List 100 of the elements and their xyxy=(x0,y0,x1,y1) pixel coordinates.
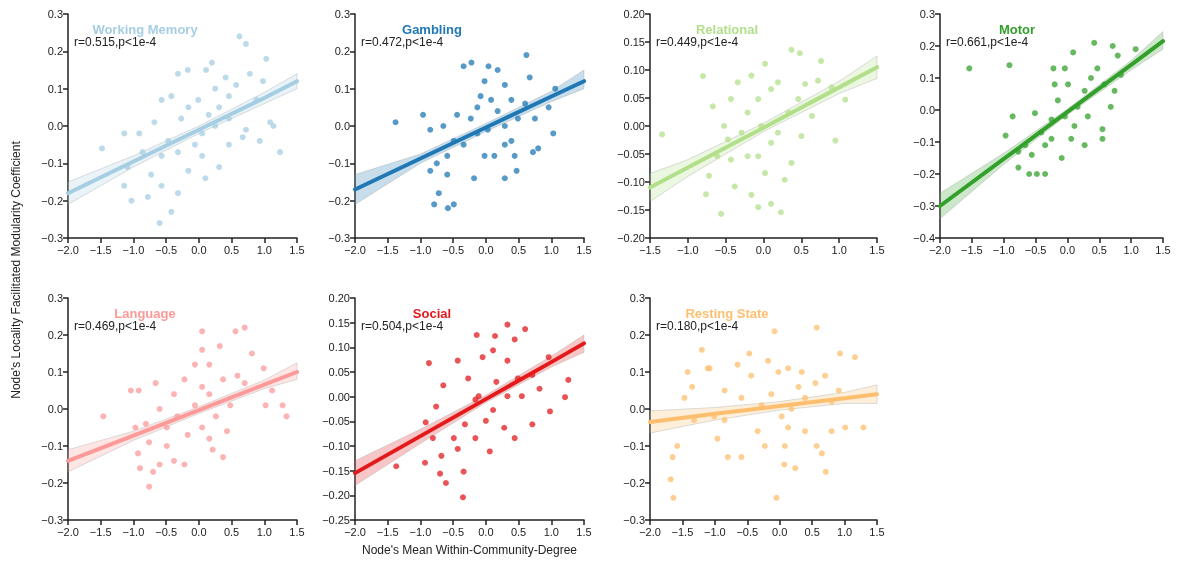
y-tick-label: −0.2 xyxy=(41,194,63,207)
y-tick-label: −0.10 xyxy=(617,176,645,188)
y-tick-label: −0.1 xyxy=(623,440,645,452)
y-tick-label: 0.20 xyxy=(623,8,645,20)
text: Motor xyxy=(998,22,1036,37)
x-tick-label: 1.5 xyxy=(289,243,305,256)
x-tick-label: −2.0 xyxy=(57,243,79,256)
x-tick-label: 1.5 xyxy=(576,243,592,256)
y-tick-label: −0.3 xyxy=(328,232,350,244)
y-tick-label: −0.2 xyxy=(913,168,935,180)
x-tick-label: −1.5 xyxy=(89,243,112,256)
x-tick-label: 0.0 xyxy=(478,525,494,538)
y-tick-label: 0.1 xyxy=(919,72,935,84)
y-tick-label: 0.0 xyxy=(47,120,63,132)
x-tick-label: 0.0 xyxy=(1059,243,1076,256)
y-tick-label: −0.1 xyxy=(913,136,935,148)
annotation: r=0.515,p<1e-4 xyxy=(74,35,157,49)
x-tick-label: −1.0 xyxy=(704,525,726,538)
y-tick-label: 0.2 xyxy=(629,329,645,341)
x-tick-label: −0.5 xyxy=(155,525,177,538)
y-tick-label: 0.05 xyxy=(328,366,350,378)
y-tick-label: −0.15 xyxy=(617,204,645,216)
text: Resting State xyxy=(685,306,769,321)
x-tick-label: 0.5 xyxy=(223,243,240,256)
y-tick-label: 0.0 xyxy=(629,403,645,415)
x-tick-label: 1.5 xyxy=(576,525,592,538)
y-tick-label: 0.1 xyxy=(334,82,350,95)
x-tick-label: −1.0 xyxy=(122,243,145,256)
y-tick-label: −0.1 xyxy=(328,157,350,170)
x-tick-label: 0.0 xyxy=(755,243,772,256)
y-tick-label: 0.05 xyxy=(623,92,645,104)
y-tick-label: 0.0 xyxy=(47,403,63,415)
x-tick-label: −0.5 xyxy=(442,243,464,256)
annotation: r=0.469,p<1e-4 xyxy=(74,319,157,333)
y-tick-label: −0.2 xyxy=(623,477,645,489)
x-tick-label: 1.0 xyxy=(543,243,559,256)
text: Gambling xyxy=(402,22,463,37)
x-tick-label: 1.5 xyxy=(869,525,885,538)
x-tick-label: −0.5 xyxy=(442,525,464,538)
x-tick-label: −1.0 xyxy=(409,525,432,538)
x-tick-label: −2.0 xyxy=(639,525,661,538)
x-tick-label: 0.0 xyxy=(478,243,494,256)
y-tick-label: 0.1 xyxy=(47,82,63,95)
y-tick-label: −0.3 xyxy=(623,514,645,526)
y-tick-label: −0.15 xyxy=(322,464,350,477)
y-tick-label: 0.15 xyxy=(328,316,350,329)
y-tick-label: 0.1 xyxy=(629,366,645,378)
y-tick-label: 0.10 xyxy=(623,64,645,76)
annotation: r=0.661,p<1e-4 xyxy=(946,35,1029,49)
x-tick-label: −2.0 xyxy=(57,525,79,538)
y-tick-label: 0.2 xyxy=(334,45,350,58)
y-tick-label: −0.25 xyxy=(322,514,350,526)
y-tick-label: −0.4 xyxy=(913,232,935,244)
x-axis-title: Node's Mean Within-Community-Degree xyxy=(361,543,578,557)
x-tick-label: −0.5 xyxy=(155,243,177,256)
x-tick-label: −2.0 xyxy=(344,243,366,256)
y-tick-label: 0.3 xyxy=(47,8,63,20)
x-tick-label: 1.0 xyxy=(836,525,853,538)
y-tick-label: 0.3 xyxy=(919,8,935,20)
y-tick-label: 0.20 xyxy=(328,292,350,304)
y-tick-label: 0.0 xyxy=(919,104,935,116)
y-tick-label: 0.0 xyxy=(334,120,350,132)
y-tick-label: −0.20 xyxy=(322,489,350,502)
annotation: r=0.449,p<1e-4 xyxy=(656,35,739,49)
text: Social xyxy=(412,306,452,321)
x-tick-label: 1.0 xyxy=(256,525,272,538)
x-tick-label: −1.0 xyxy=(992,243,1015,256)
y-tick-label: −0.1 xyxy=(41,157,63,170)
x-tick-label: 1.5 xyxy=(289,525,305,538)
text: Language xyxy=(114,306,176,321)
y-tick-label: −0.3 xyxy=(913,200,935,212)
x-tick-label: 0.0 xyxy=(191,525,207,538)
x-tick-label: 0.5 xyxy=(793,243,809,256)
x-tick-label: 0.5 xyxy=(1091,243,1107,256)
x-tick-label: 0.0 xyxy=(772,525,788,538)
y-tick-label: −0.3 xyxy=(41,232,63,244)
x-tick-label: −1.5 xyxy=(376,525,399,538)
x-tick-label: −0.5 xyxy=(736,525,759,538)
x-tick-label: 1.0 xyxy=(831,243,847,256)
text: Relational xyxy=(695,22,759,37)
x-tick-label: 1.5 xyxy=(1155,243,1171,256)
y-tick-label: −0.2 xyxy=(328,194,350,207)
x-tick-label: −2.0 xyxy=(344,525,366,538)
annotation: r=0.504,p<1e-4 xyxy=(361,319,444,333)
x-tick-label: 0.5 xyxy=(510,243,527,256)
x-tick-label: 1.0 xyxy=(543,525,559,538)
x-tick-label: 0.5 xyxy=(223,525,240,538)
x-tick-label: 1.0 xyxy=(1123,243,1139,256)
x-tick-label: 0.5 xyxy=(510,525,527,538)
annotation: r=0.180,p<1e-4 xyxy=(656,319,739,333)
y-tick-label: 0.10 xyxy=(328,341,350,354)
x-tick-label: −0.5 xyxy=(714,243,737,256)
y-tick-label: 0.00 xyxy=(623,120,645,132)
x-tick-label: −1.5 xyxy=(376,243,399,256)
x-tick-label: 0.5 xyxy=(804,525,820,538)
annotation: r=0.472,p<1e-4 xyxy=(361,35,444,49)
x-tick-label: −2.0 xyxy=(929,243,951,256)
text: Working Memory xyxy=(92,22,199,37)
y-tick-label: −0.20 xyxy=(617,232,645,244)
x-tick-label: −1.5 xyxy=(89,525,112,538)
